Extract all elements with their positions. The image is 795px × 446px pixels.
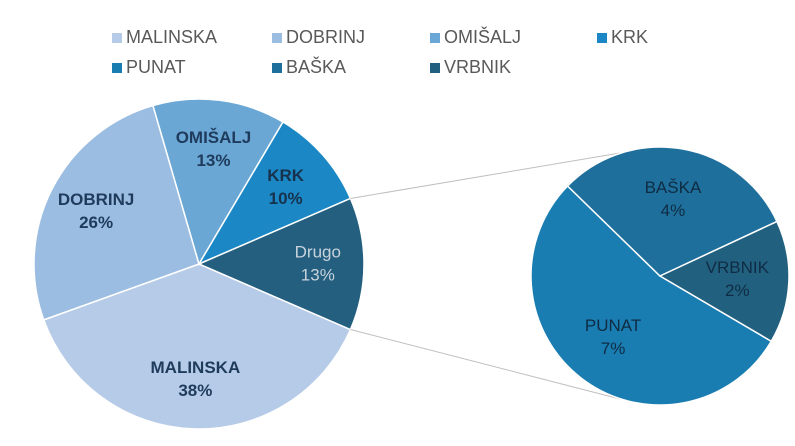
- legend-swatch: [272, 63, 282, 73]
- legend-label: MALINSKA: [126, 27, 217, 47]
- pie-slice: [530, 184, 773, 406]
- pie-slice: [42, 263, 352, 430]
- slice-label: KRK: [267, 166, 305, 185]
- legend-swatch: [112, 63, 122, 73]
- slice-value-label: 38%: [178, 381, 212, 400]
- slice-value-label: 2%: [725, 281, 750, 300]
- legend-swatch: [112, 33, 122, 43]
- slice-value-label: 26%: [79, 213, 113, 232]
- slice-label: PUNAT: [585, 316, 641, 335]
- slice-label: OMIŠALJ: [176, 128, 252, 147]
- connector-line: [350, 152, 621, 199]
- legend-label: PUNAT: [126, 57, 186, 77]
- pie-slice: [658, 220, 790, 343]
- legend-label: KRK: [611, 27, 648, 47]
- legend-swatch: [430, 63, 440, 73]
- legend-label: DOBRINJ: [286, 27, 365, 47]
- connector-line: [350, 329, 621, 400]
- slice-label: DOBRINJ: [58, 190, 135, 209]
- legend-label: OMIŠALJ: [444, 26, 521, 47]
- slice-value-label: 7%: [601, 339, 626, 358]
- slice-value-label: 13%: [301, 265, 335, 284]
- pie-slice-other: [197, 197, 365, 331]
- slice-value-label: 4%: [661, 201, 686, 220]
- slice-label: VRBNIK: [706, 258, 770, 277]
- slice-value-label: 13%: [196, 151, 230, 170]
- slice-label: BAŠKA: [645, 178, 702, 197]
- slice-label: Drugo: [295, 242, 341, 261]
- pie-slice: [197, 120, 352, 266]
- slice-label: MALINSKA: [151, 358, 241, 377]
- pie-slice: [33, 104, 200, 321]
- legend-swatch: [430, 33, 440, 43]
- pie-slice: [566, 146, 778, 277]
- legend-swatch: [272, 33, 282, 43]
- pie-slice: [152, 98, 285, 266]
- legend-swatch: [597, 33, 607, 43]
- slice-value-label: 10%: [269, 189, 303, 208]
- legend-label: BAŠKA: [286, 56, 346, 77]
- legend-label: VRBNIK: [444, 57, 511, 77]
